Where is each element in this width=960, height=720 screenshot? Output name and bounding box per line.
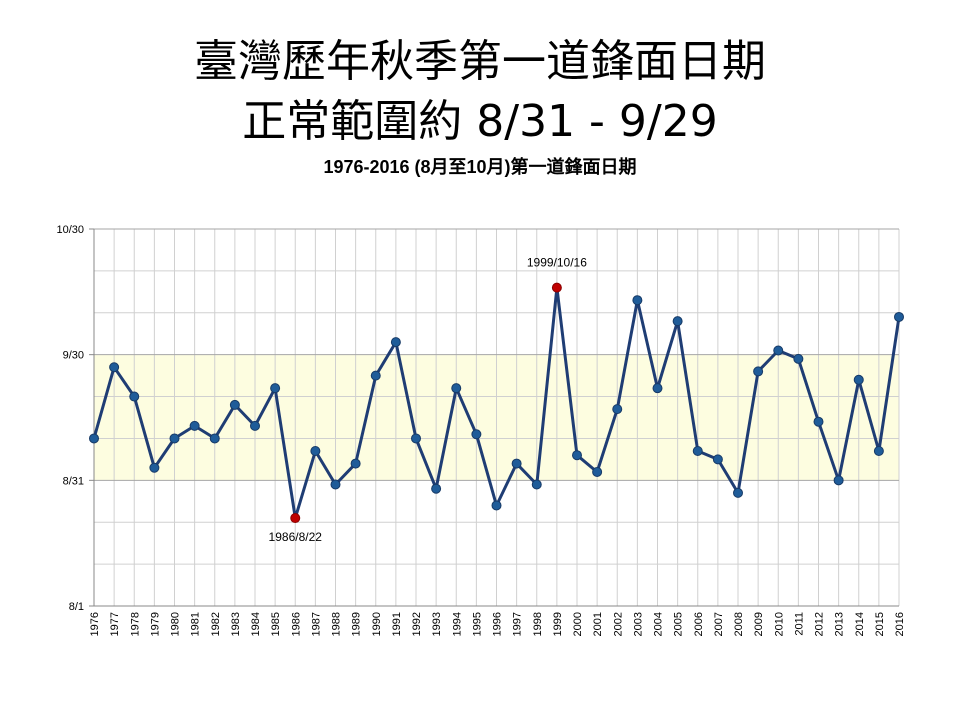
x-tick-label: 2001	[592, 612, 604, 636]
data-point	[491, 500, 502, 511]
x-tick-label: 2015	[874, 612, 886, 636]
data-point	[411, 433, 421, 444]
data-point	[89, 433, 99, 444]
x-tick-label: 1988	[331, 612, 343, 636]
y-tick-label: 8/31	[63, 475, 84, 487]
x-tick-label: 1994	[451, 612, 463, 636]
x-tick-label: 1992	[411, 612, 423, 636]
normal-range-title: 正常範圍約 8/31 - 9/29	[242, 96, 718, 147]
data-point	[632, 295, 643, 306]
annotation-label: 1986/8/22	[269, 530, 323, 544]
x-tick-label: 1995	[471, 612, 483, 636]
data-point	[149, 462, 160, 473]
data-point	[592, 466, 603, 477]
x-tick-label: 1981	[190, 612, 202, 636]
y-tick-label: 9/30	[63, 350, 84, 362]
data-point	[793, 353, 804, 364]
x-tick-label: 1991	[391, 612, 403, 636]
x-tick-label: 2000	[572, 612, 584, 636]
y-tick-label: 10/30	[56, 224, 84, 236]
main-title: 臺灣歷年秋季第一道鋒面日期	[194, 36, 766, 87]
data-point	[390, 337, 401, 348]
x-tick-label: 1985	[270, 612, 282, 636]
x-tick-label: 1993	[431, 612, 443, 636]
data-point	[310, 446, 321, 457]
data-point	[451, 383, 462, 394]
data-point	[712, 454, 723, 465]
data-point	[612, 404, 623, 415]
x-tick-label: 1996	[492, 612, 504, 636]
x-tick-label: 2016	[894, 612, 906, 636]
data-point	[531, 479, 542, 490]
data-point	[169, 433, 180, 444]
x-tick-label: 2010	[773, 612, 785, 636]
data-point	[692, 446, 703, 457]
annotation-label: 1999/10/16	[527, 256, 587, 270]
x-tick-label: 1983	[230, 612, 242, 636]
x-tick-label: 1989	[351, 612, 363, 636]
data-point	[853, 374, 864, 385]
x-tick-label: 2009	[753, 612, 765, 636]
data-point	[330, 479, 341, 490]
x-tick-label: 2002	[612, 612, 624, 636]
data-point	[370, 370, 381, 381]
x-tick-label: 1984	[250, 612, 262, 636]
data-point	[250, 420, 260, 431]
x-tick-label: 1997	[512, 612, 524, 636]
data-point	[894, 311, 904, 322]
data-point	[270, 383, 281, 394]
x-tick-label: 2012	[814, 612, 826, 636]
data-point	[189, 420, 200, 431]
x-tick-label: 2013	[834, 612, 846, 636]
data-point	[209, 433, 220, 444]
x-tick-label: 1978	[129, 612, 141, 636]
data-point	[431, 483, 442, 494]
data-point	[753, 366, 764, 377]
x-tick-label: 1999	[552, 612, 564, 636]
data-point	[773, 345, 784, 356]
highlight-point	[551, 282, 562, 293]
x-tick-label: 2004	[653, 612, 665, 636]
highlight-point	[290, 513, 301, 524]
data-point	[733, 487, 743, 498]
data-point	[350, 458, 361, 469]
data-point	[109, 362, 120, 373]
data-point	[813, 416, 824, 427]
data-point	[129, 391, 140, 402]
data-point	[873, 446, 884, 457]
data-point	[229, 399, 240, 410]
y-tick-label: 8/1	[69, 601, 84, 613]
x-tick-label: 1977	[109, 612, 121, 636]
chart-subtitle: 1976-2016 (8月至10月)第一道鋒面日期	[323, 157, 637, 177]
data-point	[572, 450, 582, 461]
x-tick-label: 1982	[210, 612, 222, 636]
x-tick-label: 2008	[733, 612, 745, 636]
data-point	[471, 429, 482, 440]
data-point	[833, 475, 844, 486]
x-tick-label: 2003	[632, 612, 644, 636]
x-tick-label: 2006	[693, 612, 705, 636]
x-tick-label: 1990	[371, 612, 383, 636]
x-tick-label: 1980	[170, 612, 182, 636]
x-tick-label: 1986	[290, 612, 302, 636]
x-tick-label: 2007	[713, 612, 725, 636]
x-tick-label: 1998	[532, 612, 544, 636]
x-tick-label: 2011	[793, 612, 805, 636]
x-tick-label: 1979	[149, 612, 161, 636]
data-point	[511, 458, 522, 469]
data-point	[652, 383, 663, 394]
data-point	[672, 316, 683, 327]
x-tick-label: 1987	[310, 612, 322, 636]
x-tick-label: 1976	[89, 612, 101, 636]
x-tick-label: 2014	[854, 612, 866, 636]
x-tick-label: 2005	[673, 612, 685, 636]
